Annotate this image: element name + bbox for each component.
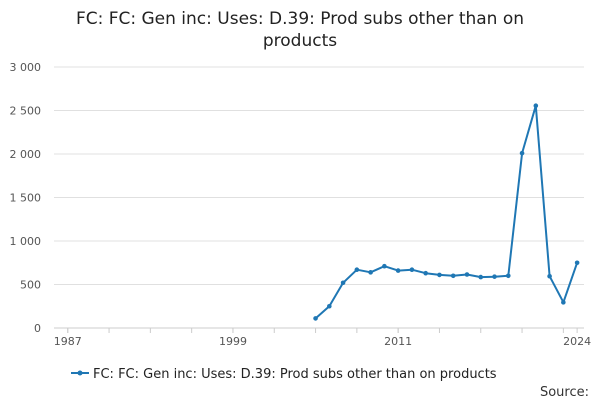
data-point <box>547 273 552 279</box>
data-point <box>505 273 511 279</box>
data-point <box>423 270 428 276</box>
y-axis-ticks: 0 500 1 000 1 500 2 000 2 500 3 000 <box>10 61 42 335</box>
data-point <box>464 272 470 277</box>
x-tick-label: 2024 <box>563 335 591 348</box>
data-point <box>574 260 580 266</box>
x-tick-label: 1999 <box>219 335 247 348</box>
data-point <box>340 280 346 286</box>
x-tick-label: 1987 <box>54 335 82 348</box>
y-tick-label: 0 <box>34 322 41 335</box>
data-point <box>533 103 539 109</box>
x-tick-label: 2011 <box>384 335 412 348</box>
data-point <box>382 263 387 269</box>
data-point <box>450 273 456 279</box>
gridlines <box>54 66 584 285</box>
chart-title-line-2: products <box>263 31 337 51</box>
data-point <box>409 267 415 273</box>
legend: FC: FC: Gen inc: Uses: D.39: Prod subs o… <box>71 367 497 382</box>
x-axis: 1987 1999 2011 2024 <box>54 327 591 348</box>
y-tick-label: 1 500 <box>10 192 42 205</box>
data-point <box>519 150 525 156</box>
source-label: Source: <box>540 385 589 400</box>
y-tick-label: 2 000 <box>10 148 42 161</box>
legend-swatch-marker <box>77 370 83 376</box>
data-point <box>492 274 497 279</box>
chart-title-line-1: FC: FC: Gen inc: Uses: D.39: Prod subs o… <box>76 9 524 29</box>
data-point <box>327 303 332 309</box>
data-point <box>395 268 401 273</box>
y-tick-label: 2 500 <box>10 105 42 118</box>
y-tick-label: 1 000 <box>10 235 42 248</box>
data-point <box>437 272 442 278</box>
data-point <box>478 274 484 280</box>
y-tick-label: 3 000 <box>10 61 42 74</box>
data-point <box>368 270 373 275</box>
data-point <box>561 300 566 305</box>
y-tick-label: 500 <box>20 279 41 292</box>
series-line <box>314 104 579 320</box>
data-point <box>313 316 318 321</box>
data-point <box>354 267 360 273</box>
legend-label: FC: FC: Gen inc: Uses: D.39: Prod subs o… <box>93 367 497 382</box>
series-layer <box>313 103 580 321</box>
